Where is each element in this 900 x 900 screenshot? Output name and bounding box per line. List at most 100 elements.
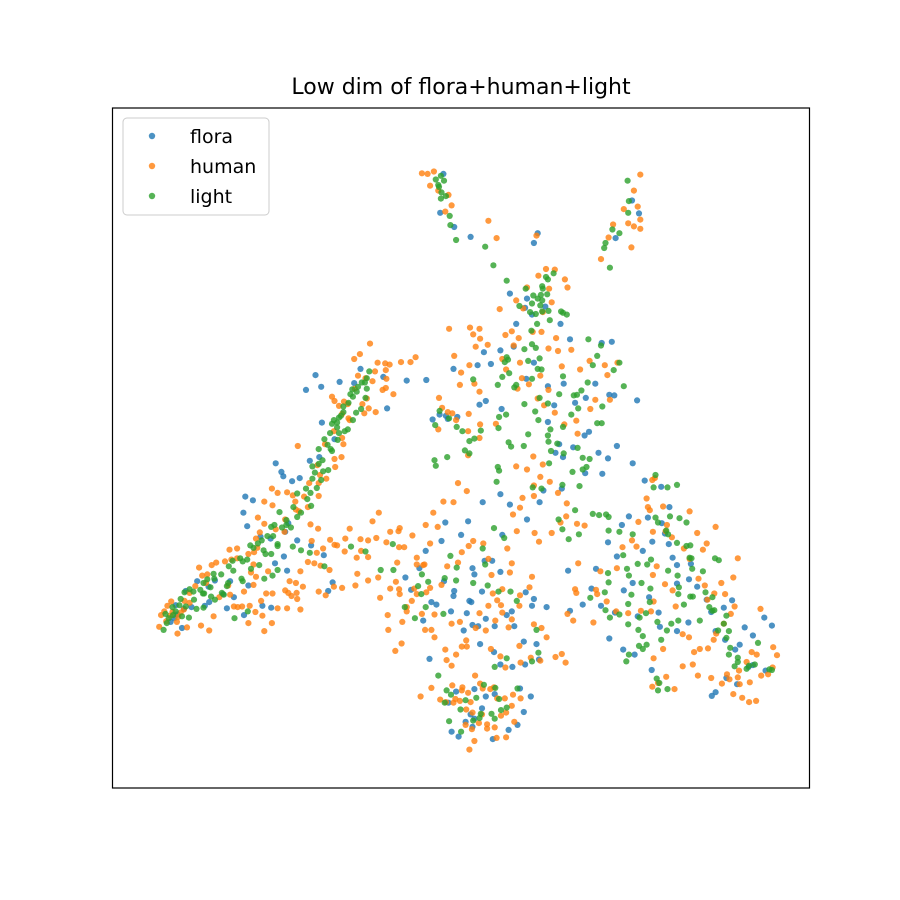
point-human-266	[718, 680, 726, 687]
point-human-188	[396, 544, 403, 551]
point-light-65	[597, 342, 605, 349]
point-light-21	[550, 270, 557, 277]
point-flora-199	[320, 552, 327, 559]
point-light-138	[666, 513, 674, 520]
point-flora-146	[708, 692, 715, 700]
point-human-481	[407, 359, 414, 366]
point-human-433	[322, 592, 329, 599]
point-light-290	[211, 575, 218, 582]
point-flora-187	[272, 460, 279, 467]
point-light-260	[321, 436, 328, 443]
point-human-480	[412, 354, 419, 361]
point-light-120	[497, 707, 505, 714]
point-light-133	[664, 484, 671, 491]
point-human-435	[297, 606, 304, 613]
point-human-355	[256, 529, 263, 536]
point-human-254	[685, 634, 693, 641]
point-human-468	[351, 355, 358, 363]
point-human-198	[468, 726, 475, 733]
point-human-453	[308, 537, 315, 545]
point-light-303	[162, 610, 169, 618]
legend-marker-flora	[148, 132, 156, 140]
point-human-465	[240, 588, 248, 595]
point-human-72	[476, 325, 483, 332]
point-human-256	[660, 645, 667, 653]
point-human-321	[365, 405, 372, 412]
point-human-474	[354, 372, 362, 379]
point-flora-129	[694, 583, 701, 590]
point-human-80	[454, 480, 462, 487]
point-light-381	[496, 467, 503, 474]
point-light-178	[689, 593, 696, 600]
point-light-348	[200, 604, 207, 611]
point-flora-149	[673, 628, 681, 635]
point-human-460	[285, 589, 292, 597]
point-flora-3	[467, 233, 474, 240]
point-flora-124	[669, 554, 676, 561]
point-light-259	[335, 430, 343, 437]
point-human-175	[396, 591, 403, 598]
point-light-0	[432, 176, 439, 183]
point-human-278	[746, 699, 753, 706]
point-light-102	[453, 564, 460, 571]
point-human-43	[554, 347, 562, 355]
point-human-417	[375, 509, 382, 516]
point-human-489	[453, 417, 460, 424]
point-human-120	[431, 611, 438, 618]
point-flora-27	[592, 380, 599, 387]
point-light-237	[547, 426, 554, 433]
point-light-113	[435, 672, 442, 679]
point-human-362	[226, 546, 233, 553]
point-flora-37	[585, 428, 593, 435]
point-human-30	[548, 299, 555, 306]
point-light-154	[727, 644, 734, 651]
point-light-319	[268, 550, 275, 558]
point-light-90	[484, 582, 491, 589]
point-light-275	[283, 517, 290, 524]
point-light-61	[573, 391, 581, 398]
point-light-337	[362, 394, 369, 401]
point-light-100	[480, 681, 487, 688]
point-light-41	[522, 285, 529, 292]
point-flora-222	[223, 605, 230, 612]
point-light-9	[440, 177, 448, 184]
point-human-11	[630, 187, 638, 194]
point-human-436	[293, 589, 300, 597]
point-light-302	[160, 626, 167, 634]
point-flora-20	[497, 347, 504, 354]
point-flora-102	[448, 728, 455, 735]
point-human-370	[199, 572, 206, 579]
point-human-182	[392, 578, 399, 585]
point-light-148	[711, 607, 718, 614]
point-human-222	[458, 687, 465, 694]
point-flora-183	[306, 457, 313, 464]
point-human-116	[431, 634, 438, 641]
point-light-110	[418, 591, 425, 598]
point-human-141	[539, 461, 546, 468]
point-human-310	[669, 587, 676, 594]
point-human-470	[366, 340, 374, 347]
point-human-467	[294, 442, 301, 450]
point-light-323	[294, 513, 301, 521]
point-human-299	[575, 560, 582, 567]
point-flora-25	[560, 380, 567, 387]
point-light-139	[676, 515, 683, 522]
point-light-219	[605, 527, 612, 534]
point-light-121	[503, 704, 510, 711]
point-human-476	[379, 386, 386, 393]
point-human-306	[625, 610, 632, 617]
point-human-0	[424, 170, 431, 177]
point-human-77	[435, 426, 442, 433]
point-light-253	[335, 414, 343, 421]
point-light-125	[462, 697, 469, 704]
point-light-73	[594, 420, 601, 427]
point-light-167	[686, 554, 693, 561]
point-light-32	[537, 302, 544, 309]
point-human-212	[509, 691, 517, 698]
legend-entry-light: light	[148, 186, 232, 208]
point-light-150	[720, 620, 727, 627]
point-human-338	[332, 463, 339, 471]
point-flora-145	[712, 689, 719, 696]
point-flora-77	[520, 638, 527, 645]
point-human-49	[606, 396, 614, 403]
